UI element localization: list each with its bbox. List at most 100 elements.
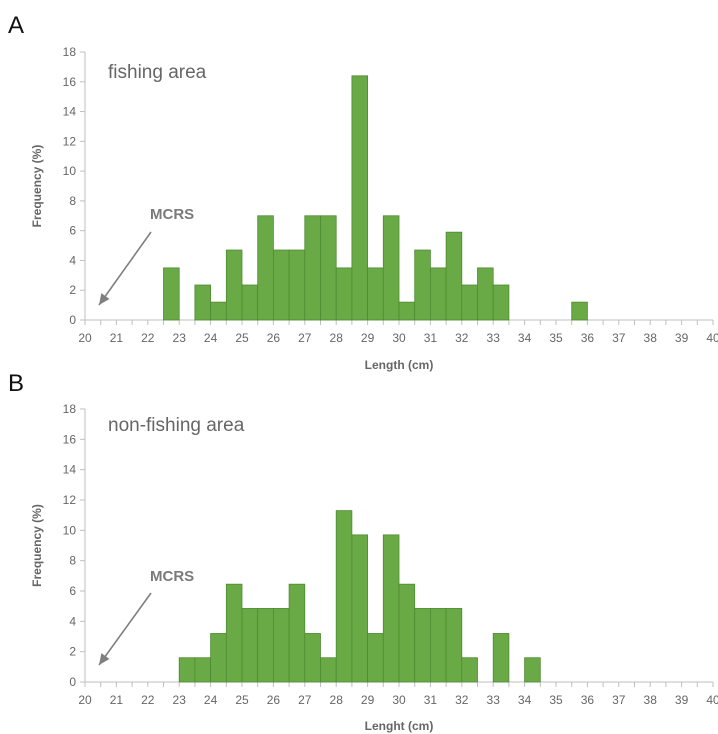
mcrs-arrow-head-icon [99, 293, 110, 305]
x-tick-label: 34 [518, 693, 532, 707]
histogram-bar [492, 633, 510, 683]
x-tick-label: 29 [361, 331, 375, 345]
histogram-bar [429, 267, 447, 321]
x-tick-label: 27 [298, 331, 312, 345]
histogram-bar [367, 267, 384, 321]
histogram-bar [320, 657, 337, 683]
x-tick-label: 20 [78, 331, 92, 345]
histogram-bar [257, 608, 274, 683]
x-tick-label: 29 [361, 693, 375, 707]
histogram-bar [461, 657, 478, 683]
histogram-bar [492, 284, 510, 321]
x-tick-label: 31 [424, 331, 438, 345]
histogram-bar [288, 583, 306, 683]
histogram-bar [194, 284, 211, 321]
x-tick-label: 31 [424, 693, 438, 707]
histogram-bar [367, 633, 384, 683]
x-tick-label: 23 [173, 693, 187, 707]
x-tick-label: 28 [330, 331, 344, 345]
histogram-bar [398, 301, 416, 321]
x-axis-title: Length (cm) [365, 358, 434, 372]
x-tick-label: 35 [549, 331, 563, 345]
histogram-bar [210, 301, 227, 321]
x-tick-label: 24 [204, 693, 218, 707]
histogram-bar [225, 583, 243, 683]
y-tick-label: 2 [69, 283, 76, 297]
y-tick-label: 10 [63, 523, 77, 537]
histogram-bar [272, 608, 290, 683]
y-tick-label: 6 [69, 224, 76, 238]
x-tick-label: 27 [298, 693, 312, 707]
x-tick-label: 22 [141, 331, 155, 345]
panel-label: B [8, 370, 24, 397]
histogram-bar [178, 657, 196, 683]
histogram-bar [351, 75, 368, 321]
mcrs-arrow-line [98, 231, 152, 306]
y-tick-label: 0 [69, 675, 76, 689]
x-tick-label: 34 [518, 331, 532, 345]
histogram-bar [461, 284, 478, 321]
histogram-bar [241, 608, 259, 683]
y-tick-label: 8 [69, 554, 76, 568]
y-tick-label: 12 [63, 134, 77, 148]
mcrs-arrow-head-icon [99, 653, 110, 665]
x-tick-label: 40 [706, 693, 718, 707]
x-tick-label: 38 [644, 331, 658, 345]
x-tick-label: 35 [549, 693, 563, 707]
x-tick-label: 25 [235, 331, 249, 345]
y-tick-label: 18 [63, 402, 77, 416]
x-tick-label: 21 [110, 331, 124, 345]
x-tick-label: 26 [267, 331, 281, 345]
x-tick-label: 30 [392, 693, 406, 707]
x-tick-label: 32 [455, 331, 469, 345]
x-tick-label: 32 [455, 693, 469, 707]
histogram-bar [414, 249, 431, 321]
histogram-bar [351, 534, 368, 683]
y-axis-title: Frequency (%) [30, 145, 44, 228]
y-tick-label: 16 [63, 432, 77, 446]
y-tick-label: 14 [63, 105, 77, 119]
y-tick-label: 8 [69, 194, 76, 208]
x-tick-label: 25 [235, 693, 249, 707]
y-axis-title: Frequency (%) [30, 504, 44, 587]
x-tick-label: 22 [141, 693, 155, 707]
x-tick-label: 26 [267, 693, 281, 707]
histogram-bar [194, 657, 211, 683]
x-tick-label: 37 [612, 693, 626, 707]
histogram-bar [524, 657, 541, 683]
y-tick-label: 16 [63, 75, 77, 89]
x-tick-label: 33 [487, 693, 501, 707]
x-tick-label: 24 [204, 331, 218, 345]
histogram-bar [163, 267, 180, 321]
x-tick-label: 30 [392, 331, 406, 345]
histogram-bar [477, 267, 494, 321]
x-tick-label: 38 [644, 693, 658, 707]
y-tick-label: 12 [63, 493, 77, 507]
histogram-bar [414, 608, 431, 683]
histogram-bar [257, 215, 274, 321]
histogram-bar [571, 301, 588, 321]
histogram-bar [445, 608, 463, 683]
x-tick-label: 23 [173, 331, 187, 345]
y-tick-label: 4 [69, 253, 76, 267]
histogram-bar [320, 215, 337, 321]
histogram-bar [225, 249, 243, 321]
x-tick-label: 39 [675, 331, 689, 345]
histogram-bar [445, 231, 463, 321]
histogram-bar [335, 510, 353, 683]
mcrs-label: MCRS [150, 568, 194, 585]
histogram-bar [272, 249, 290, 321]
histogram-bar [398, 583, 416, 683]
x-tick-label: 21 [110, 693, 124, 707]
mcrs-label: MCRS [150, 206, 194, 223]
panel-annotation: non-fishing area [108, 415, 245, 436]
x-tick-label: 37 [612, 331, 626, 345]
mcrs-arrow-line [98, 592, 152, 666]
histogram-bar [335, 267, 353, 321]
histogram-bar [304, 215, 321, 321]
y-tick-label: 0 [69, 313, 76, 327]
histogram-bar [382, 215, 400, 321]
